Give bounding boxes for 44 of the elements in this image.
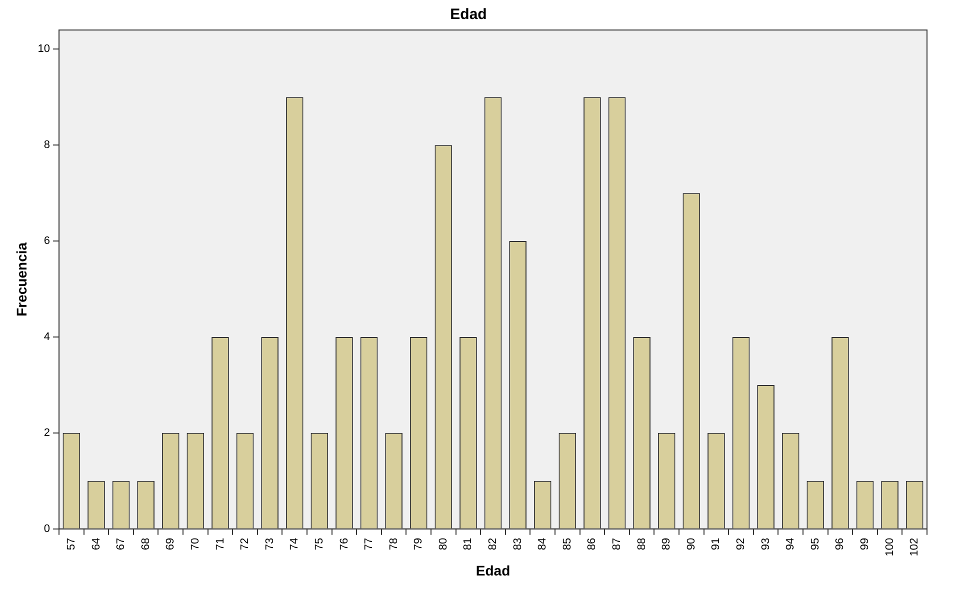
x-tick-label: 90	[685, 538, 698, 550]
x-tick-label: 94	[784, 538, 797, 550]
x-tick-label: 73	[264, 538, 276, 550]
x-tick-label: 93	[760, 538, 772, 550]
y-tick-label: 8	[44, 139, 50, 152]
x-tick-label: 71	[214, 538, 226, 550]
x-tick-label: 92	[735, 538, 748, 550]
x-tick-label: 100	[884, 538, 896, 556]
x-tick-label: 79	[412, 538, 425, 550]
x-tick-label: 74	[288, 538, 301, 550]
y-tick-label: 0	[44, 522, 50, 535]
x-tick-label: 95	[809, 538, 822, 550]
x-tick-label: 67	[115, 538, 128, 550]
y-tick-label: 2	[44, 426, 50, 439]
x-tick-label: 96	[834, 538, 846, 550]
x-tick-label: 81	[462, 538, 474, 550]
x-tick-label: 64	[90, 538, 102, 550]
x-axis-title: Edad	[476, 562, 510, 578]
y-tick-label: 10	[38, 43, 50, 56]
x-tick-label: 87	[611, 538, 624, 550]
x-tick-label: 78	[388, 538, 400, 550]
x-tick-label: 75	[313, 538, 326, 550]
y-tick-label: 6	[44, 235, 50, 248]
x-tick-label: 82	[487, 538, 500, 550]
x-tick-label: 89	[660, 538, 673, 550]
x-tick-label: 80	[437, 538, 450, 550]
x-tick-label: 85	[561, 538, 574, 550]
x-tick-label: 99	[859, 538, 872, 550]
x-tick-label: 86	[586, 538, 598, 550]
x-tick-label: 72	[239, 538, 252, 550]
x-tick-label: 57	[65, 538, 78, 550]
y-axis-title: Frecuencia	[13, 242, 30, 316]
x-tick-label: 76	[338, 538, 350, 550]
x-tick-label: 77	[363, 538, 376, 550]
x-tick-label: 70	[189, 538, 202, 550]
x-tick-label: 91	[710, 538, 722, 550]
x-tick-label: 69	[164, 538, 177, 550]
x-tick-label: 83	[512, 538, 524, 550]
y-tick-label: 4	[44, 331, 50, 344]
x-tick-label: 68	[140, 538, 152, 550]
chart-title: Edad	[450, 6, 487, 24]
x-tick-label: 88	[636, 538, 648, 550]
x-tick-label: 102	[908, 538, 921, 556]
x-tick-label: 84	[536, 538, 549, 550]
